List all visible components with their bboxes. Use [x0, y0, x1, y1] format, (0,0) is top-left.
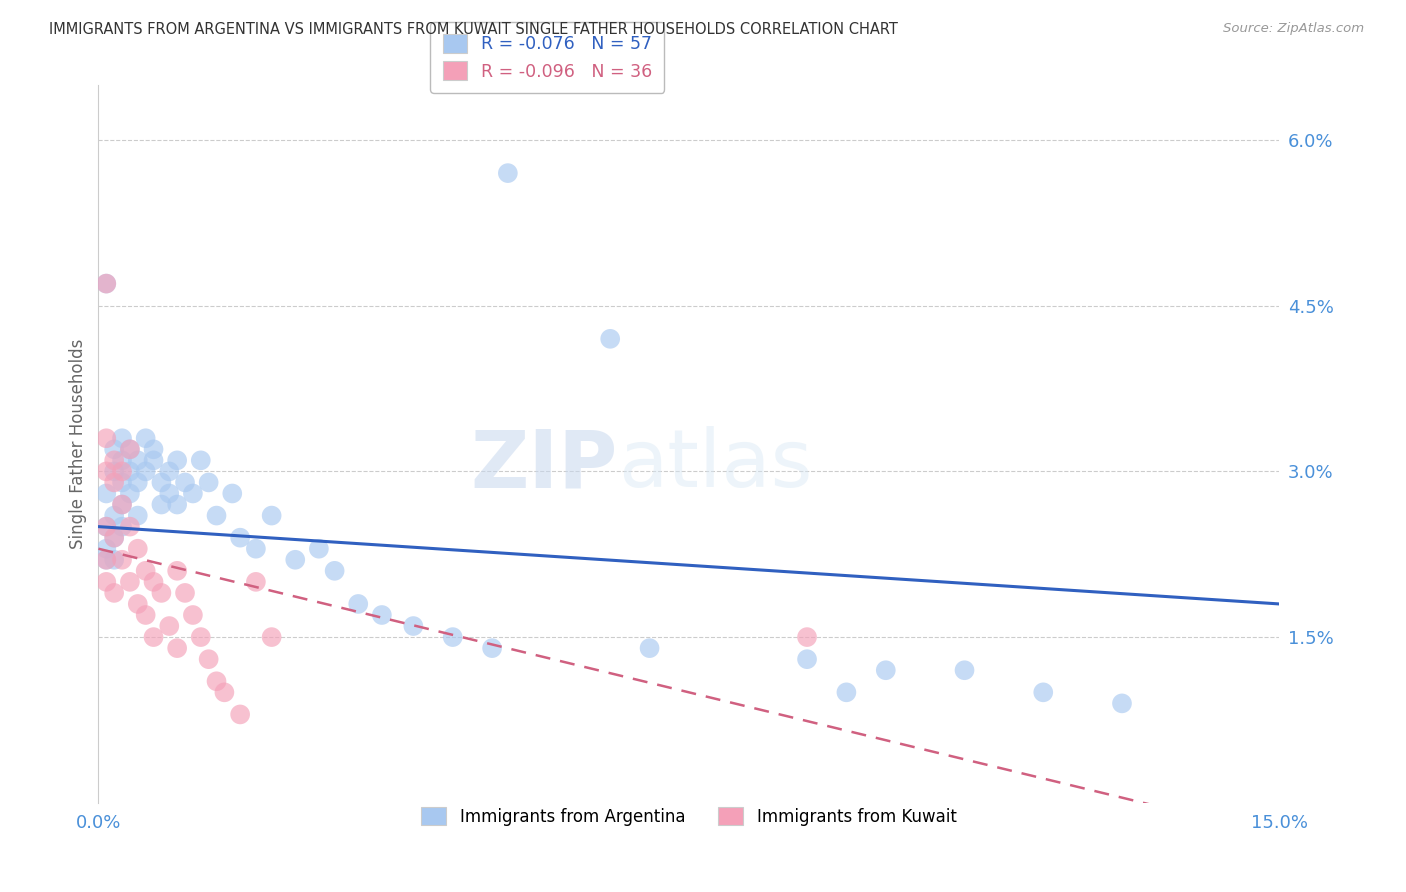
Point	[103, 508, 125, 523]
Point	[96, 519, 118, 533]
Point	[118, 574, 141, 589]
Point	[127, 541, 149, 556]
Point	[371, 607, 394, 622]
Point	[127, 475, 149, 490]
Point	[103, 453, 125, 467]
Point	[96, 553, 118, 567]
Text: IMMIGRANTS FROM ARGENTINA VS IMMIGRANTS FROM KUWAIT SINGLE FATHER HOUSEHOLDS COR: IMMIGRANTS FROM ARGENTINA VS IMMIGRANTS …	[49, 22, 898, 37]
Point	[229, 707, 252, 722]
Point	[166, 641, 188, 656]
Point	[127, 453, 149, 467]
Point	[1032, 685, 1054, 699]
Point	[142, 574, 165, 589]
Point	[118, 442, 141, 457]
Point	[96, 431, 118, 445]
Point	[953, 663, 976, 677]
Point	[135, 607, 157, 622]
Point	[111, 498, 134, 512]
Point	[174, 586, 197, 600]
Point	[638, 641, 661, 656]
Point	[157, 464, 180, 478]
Point	[284, 553, 307, 567]
Point	[96, 574, 118, 589]
Point	[127, 508, 149, 523]
Point	[496, 166, 519, 180]
Point	[111, 498, 134, 512]
Point	[205, 674, 228, 689]
Point	[103, 531, 125, 545]
Point	[197, 475, 219, 490]
Point	[260, 630, 283, 644]
Point	[103, 475, 125, 490]
Point	[103, 464, 125, 478]
Point	[150, 586, 173, 600]
Point	[135, 431, 157, 445]
Point	[796, 630, 818, 644]
Point	[221, 486, 243, 500]
Point	[245, 541, 267, 556]
Point	[308, 541, 330, 556]
Point	[96, 277, 118, 291]
Point	[135, 464, 157, 478]
Point	[135, 564, 157, 578]
Point	[441, 630, 464, 644]
Point	[875, 663, 897, 677]
Point	[323, 564, 346, 578]
Point	[96, 277, 118, 291]
Point	[260, 508, 283, 523]
Point	[1111, 697, 1133, 711]
Point	[481, 641, 503, 656]
Point	[103, 442, 125, 457]
Point	[166, 498, 188, 512]
Point	[347, 597, 370, 611]
Point	[111, 553, 134, 567]
Point	[142, 630, 165, 644]
Point	[150, 498, 173, 512]
Point	[103, 553, 125, 567]
Point	[181, 486, 204, 500]
Point	[96, 553, 118, 567]
Point	[174, 475, 197, 490]
Point	[599, 332, 621, 346]
Point	[205, 508, 228, 523]
Point	[111, 431, 134, 445]
Legend: Immigrants from Argentina, Immigrants from Kuwait: Immigrants from Argentina, Immigrants fr…	[413, 799, 965, 834]
Point	[118, 442, 141, 457]
Point	[181, 607, 204, 622]
Text: Source: ZipAtlas.com: Source: ZipAtlas.com	[1223, 22, 1364, 36]
Point	[118, 486, 141, 500]
Point	[103, 531, 125, 545]
Point	[166, 564, 188, 578]
Point	[103, 586, 125, 600]
Point	[96, 464, 118, 478]
Point	[150, 475, 173, 490]
Point	[142, 453, 165, 467]
Point	[111, 519, 134, 533]
Point	[402, 619, 425, 633]
Point	[245, 574, 267, 589]
Point	[96, 541, 118, 556]
Point	[118, 519, 141, 533]
Point	[190, 453, 212, 467]
Point	[111, 475, 134, 490]
Point	[111, 453, 134, 467]
Point	[111, 464, 134, 478]
Point	[96, 486, 118, 500]
Point	[157, 486, 180, 500]
Point	[118, 464, 141, 478]
Point	[835, 685, 858, 699]
Point	[214, 685, 236, 699]
Point	[157, 619, 180, 633]
Point	[127, 597, 149, 611]
Point	[96, 519, 118, 533]
Text: atlas: atlas	[619, 426, 813, 504]
Y-axis label: Single Father Households: Single Father Households	[69, 339, 87, 549]
Point	[197, 652, 219, 666]
Text: ZIP: ZIP	[471, 426, 619, 504]
Point	[142, 442, 165, 457]
Point	[190, 630, 212, 644]
Point	[796, 652, 818, 666]
Point	[229, 531, 252, 545]
Point	[166, 453, 188, 467]
